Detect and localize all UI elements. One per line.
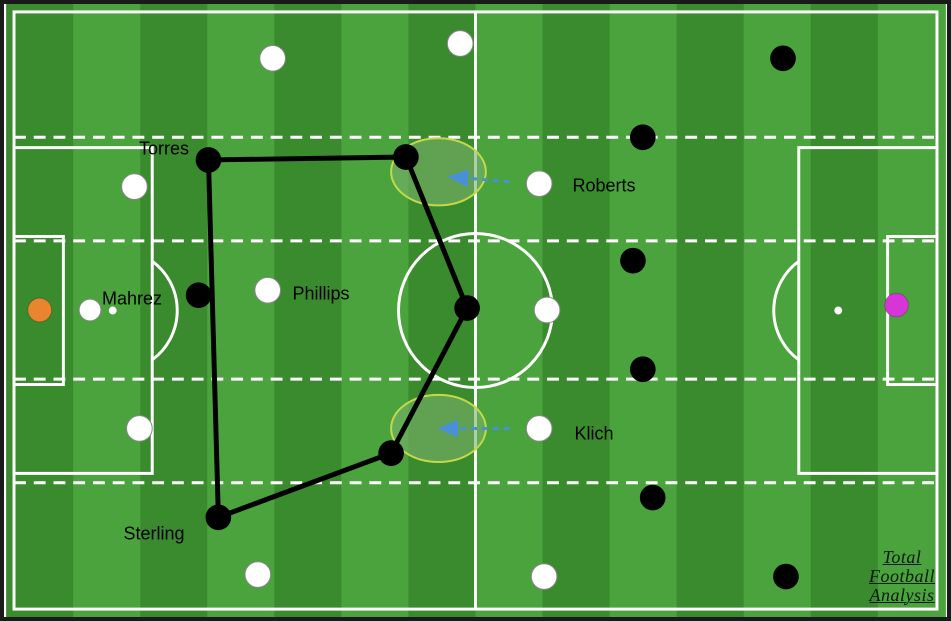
player-white-7 [526, 171, 552, 197]
player-black-1 [393, 144, 419, 170]
player-black-11 [773, 564, 799, 590]
player-black-8 [630, 356, 656, 382]
player-black-2 [186, 282, 212, 308]
pitch-container: Torres Mahrez Phillips Roberts Klich Sterling… [0, 0, 951, 621]
player-white-0 [79, 299, 101, 321]
player-label-phillips: Phillips [292, 284, 349, 305]
player-black-5 [206, 504, 232, 530]
player-black-6 [630, 124, 656, 150]
player-black-7 [620, 248, 646, 274]
player-white-9 [526, 416, 552, 442]
player-white-8 [534, 297, 560, 323]
watermark: Total Football Analysis [869, 548, 935, 605]
player-label-mahrez: Mahrez [102, 289, 162, 310]
player-label-roberts: Roberts [572, 176, 635, 197]
watermark-line1: Total [869, 548, 935, 567]
player-black-10 [770, 45, 796, 71]
player-black-4 [378, 440, 404, 466]
player-white-3 [255, 277, 281, 303]
player-label-sterling: Sterling [123, 524, 184, 545]
player-white-4 [127, 416, 153, 442]
player-label-klich: Klich [574, 424, 613, 445]
player-white-6 [447, 31, 473, 57]
goalkeeper-right [885, 293, 909, 317]
player-black-3 [454, 295, 480, 321]
player-white-2 [260, 45, 286, 71]
player-white-5 [245, 562, 271, 588]
watermark-line2: Football [869, 567, 935, 586]
goalkeeper-left [28, 298, 52, 322]
player-black-9 [640, 485, 666, 511]
player-label-torres: Torres [139, 139, 189, 160]
player-white-10 [531, 564, 557, 590]
player-black-0 [196, 147, 222, 173]
watermark-line3: Analysis [869, 586, 935, 605]
player-white-1 [122, 174, 148, 200]
